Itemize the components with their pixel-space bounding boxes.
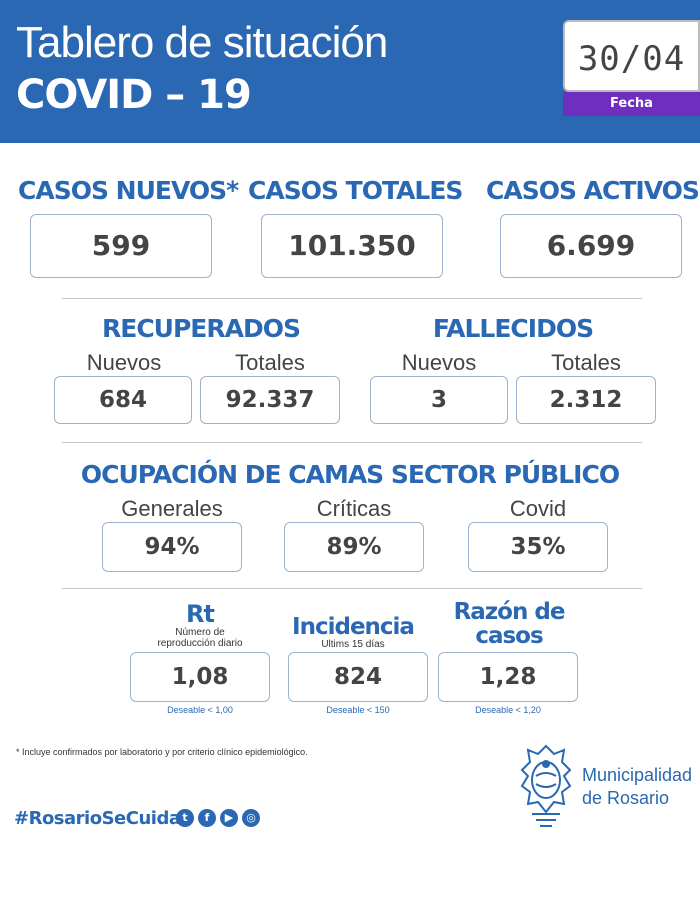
page-subtitle: COVID – 19 [16, 72, 252, 118]
incidencia-title: Incidencia [292, 614, 415, 640]
camas-generales-label: Generales [121, 496, 223, 521]
camas-covid-value: 35% [468, 522, 608, 572]
footnote: * Incluye confirmados por laboratorio y … [16, 747, 308, 757]
fallecidos-totales-value: 2.312 [516, 376, 656, 424]
incidencia-value: 824 [288, 652, 428, 702]
page-title: Tablero de situación [16, 18, 388, 67]
municipality-line2: de Rosario [582, 788, 670, 808]
casos-activos-label: CASOS ACTIVOS [486, 176, 700, 205]
divider [62, 588, 642, 589]
hashtag[interactable]: #RosarioSeCuida [14, 808, 181, 829]
rosario-crest-icon [520, 744, 572, 827]
rt-subtitle-line1: Número de [175, 627, 225, 638]
recuperados-nuevos-value: 684 [54, 376, 192, 424]
fallecidos-nuevos-value: 3 [370, 376, 508, 424]
camas-title: OCUPACIÓN DE CAMAS SECTOR PÚBLICO [80, 460, 620, 489]
razon-value: 1,28 [438, 652, 578, 702]
rt-target: Deseable < 1,00 [167, 705, 233, 715]
recuperados-totales-label: Totales [235, 350, 305, 375]
recuperados-nuevos-label: Nuevos [86, 350, 162, 375]
casos-nuevos-label: CASOS NUEVOS* [18, 176, 239, 205]
divider [62, 298, 642, 299]
youtube-icon[interactable]: ▶ [220, 809, 238, 827]
facebook-icon[interactable]: f [198, 809, 216, 827]
fallecidos-totales-label: Totales [551, 350, 621, 375]
divider [62, 442, 642, 443]
incidencia-subtitle: Ultims 15 días [321, 639, 385, 650]
incidencia-target: Deseable < 150 [326, 705, 390, 715]
razon-target: Deseable < 1,20 [475, 705, 541, 715]
camas-criticas-value: 89% [284, 522, 424, 572]
camas-criticas-label: Críticas [316, 496, 392, 521]
fallecidos-nuevos-label: Nuevos [401, 350, 477, 375]
date-value: 30/04 [577, 39, 686, 79]
rt-value: 1,08 [130, 652, 270, 702]
recuperados-totales-value: 92.337 [200, 376, 340, 424]
casos-totales-label: CASOS TOTALES [248, 176, 463, 205]
casos-totales-value: 101.350 [261, 214, 443, 278]
date-label: Fecha [563, 92, 700, 116]
date-box: 30/04 [563, 20, 700, 92]
razon-title-line2: casos [475, 623, 543, 649]
recuperados-title: RECUPERADOS [102, 314, 301, 343]
camas-covid-label: Covid [509, 496, 567, 521]
instagram-icon[interactable]: ◎ [242, 809, 260, 827]
casos-activos-value: 6.699 [500, 214, 682, 278]
casos-nuevos-value: 599 [30, 214, 212, 278]
municipality-line1: Municipalidad [582, 765, 693, 785]
twitter-icon[interactable]: t [176, 809, 194, 827]
fallecidos-title: FALLECIDOS [432, 314, 594, 343]
camas-generales-value: 94% [102, 522, 242, 572]
razon-title-line1: Razón de [453, 599, 566, 625]
rt-subtitle-line2: reproducción diario [157, 638, 243, 649]
rt-title: Rt [186, 600, 215, 628]
